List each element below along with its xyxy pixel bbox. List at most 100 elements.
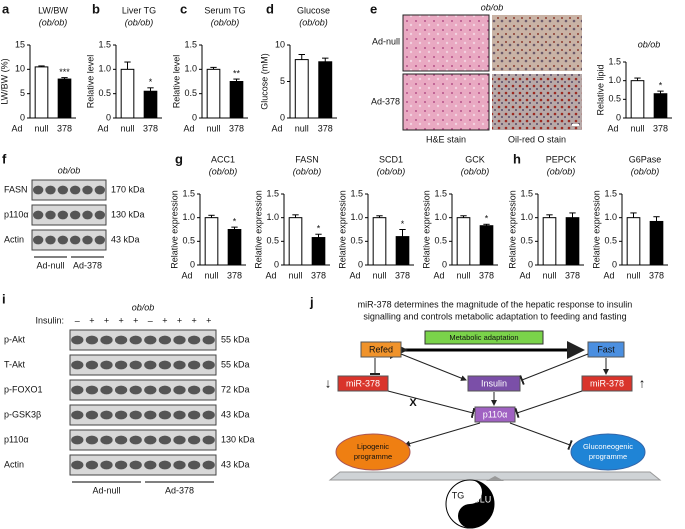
- chart-title: GCK: [465, 154, 485, 164]
- band: [173, 435, 186, 445]
- row-label: FASN: [4, 184, 28, 194]
- chart-title: FASN: [295, 154, 319, 164]
- band: [114, 460, 128, 470]
- band: [129, 360, 142, 370]
- band: [173, 410, 186, 420]
- chart-subtitle: (ob/ob): [461, 166, 490, 176]
- x-axis-label: Ad: [607, 123, 618, 133]
- chart-title: PEPCK: [546, 154, 577, 164]
- y-axis-label: Relative expression: [169, 190, 179, 269]
- y-axis-label: Relative level: [171, 55, 181, 109]
- band: [82, 185, 93, 195]
- diagram-title: miR-378 determines the magnitude of the …: [358, 299, 633, 309]
- bar: [653, 93, 668, 119]
- chart-subtitle: (ob/ob): [125, 17, 154, 27]
- band: [32, 235, 44, 245]
- y-axis-label: LW/BW (%): [0, 58, 9, 104]
- bar: [456, 217, 471, 266]
- x-tick-label: null: [288, 270, 302, 280]
- lipogenic-label: programme: [354, 452, 392, 461]
- bar: [630, 80, 645, 119]
- inhibit: [509, 422, 573, 451]
- band: [71, 435, 84, 445]
- band: [69, 210, 81, 220]
- chart-subtitle: (ob/ob): [211, 17, 240, 27]
- significance: *: [233, 217, 237, 227]
- y-tick-label: 1.0: [434, 212, 447, 222]
- significance: *: [149, 77, 153, 87]
- band: [114, 360, 128, 370]
- band: [187, 335, 201, 345]
- row-label: p-GSK3β: [4, 409, 41, 419]
- insulin-label: Insulin: [481, 378, 507, 388]
- band: [158, 435, 172, 445]
- band: [71, 460, 84, 470]
- band: [85, 385, 99, 395]
- y-tick-label: 1.0: [608, 75, 621, 85]
- lane-sign: +: [89, 315, 94, 325]
- y-tick-label: 10: [15, 64, 25, 74]
- error-bar: [546, 214, 553, 218]
- band: [57, 210, 69, 220]
- lane-sign: +: [104, 315, 109, 325]
- error-bar: [210, 66, 217, 70]
- chart-title: SCD1: [379, 154, 403, 164]
- error-bar: [399, 229, 406, 237]
- error-bar: [208, 214, 215, 218]
- group-label: Ad-378: [73, 260, 102, 270]
- group-label: Ad-null: [36, 260, 64, 270]
- chart-title: ACC1: [211, 154, 235, 164]
- error-bar: [231, 226, 238, 230]
- y-tick-label: 1.5: [350, 188, 363, 198]
- refed-label: Refed: [369, 344, 393, 354]
- y-tick-label: 0: [192, 112, 197, 122]
- panel-letter: h: [513, 151, 521, 166]
- group-label: Ad-378: [165, 485, 194, 495]
- treatment-label: Insulin:: [35, 315, 64, 325]
- blot-strip: [69, 404, 217, 426]
- band: [202, 335, 215, 345]
- y-tick-label: 5: [280, 76, 285, 86]
- bar: [229, 81, 244, 119]
- error-bar: [124, 61, 131, 70]
- y-tick-label: 0.5: [184, 88, 197, 98]
- band: [85, 335, 99, 345]
- he-image: [402, 73, 490, 131]
- y-tick-label: 0: [442, 259, 447, 269]
- band: [94, 210, 106, 220]
- bar: [294, 59, 309, 119]
- band: [144, 385, 157, 395]
- y-axis-label: Relative level: [85, 55, 95, 109]
- band: [85, 410, 99, 420]
- x-tick-label: 378: [227, 270, 242, 280]
- band: [173, 335, 186, 345]
- mir-box: [337, 375, 389, 392]
- y-axis-label: Relative expression: [337, 190, 347, 269]
- band: [173, 460, 186, 470]
- band: [158, 460, 172, 470]
- chart-subtitle: (ob/ob): [547, 166, 576, 176]
- marker-label: 170 kDa: [111, 184, 145, 194]
- x-axis-label: Ad: [265, 270, 276, 280]
- error-bar: [460, 215, 467, 218]
- error-bar: [630, 212, 637, 218]
- band: [71, 385, 84, 395]
- blot-header: ob/ob: [58, 165, 81, 175]
- y-tick-label: 0: [616, 112, 621, 122]
- band: [202, 460, 215, 470]
- error-bar: [292, 214, 299, 218]
- chart-subtitle: (ob/ob): [209, 166, 238, 176]
- band: [144, 460, 157, 470]
- lane-sign: +: [118, 315, 123, 325]
- lipogenic-node: [335, 433, 411, 471]
- he-image: [402, 14, 490, 72]
- band: [100, 335, 113, 345]
- band: [158, 360, 172, 370]
- panel-letter: i: [2, 291, 6, 306]
- y-tick-label: 0: [274, 259, 279, 269]
- gluconeogenic-label: Gluconeogenic: [583, 442, 633, 451]
- glu-label: GLU: [473, 494, 492, 504]
- band: [85, 360, 99, 370]
- lane-sign: –: [75, 315, 80, 325]
- y-axis-label: Relative lipid: [595, 64, 605, 115]
